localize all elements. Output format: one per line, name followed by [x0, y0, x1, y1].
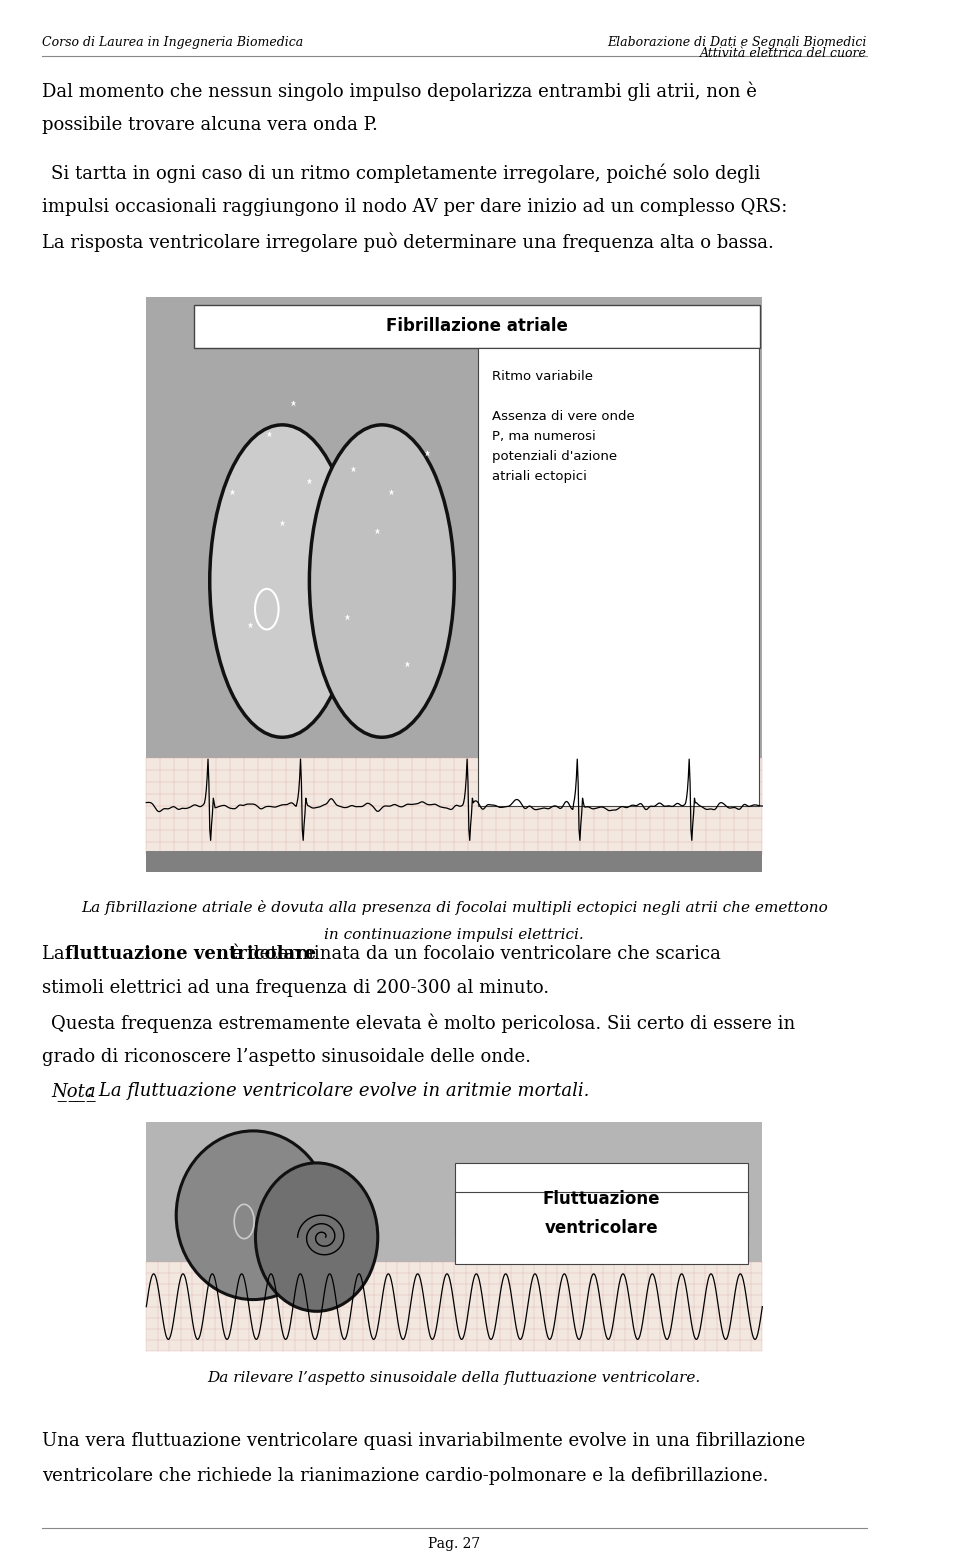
Text: in continuazione impulsi elettrici.: in continuazione impulsi elettrici.: [324, 928, 585, 942]
Text: grado di riconoscere l’aspetto sinusoidale delle onde.: grado di riconoscere l’aspetto sinusoida…: [42, 1048, 531, 1067]
Text: N̲o̲t̲a̲: N̲o̲t̲a̲: [51, 1082, 96, 1101]
Text: è determinata da un focolaio ventricolare che scarica: è determinata da un focolaio ventricolar…: [226, 945, 721, 964]
Text: Questa frequenza estremamente elevata è molto pericolosa. Sii certo di essere in: Questa frequenza estremamente elevata è …: [51, 1014, 796, 1032]
FancyBboxPatch shape: [194, 305, 759, 348]
Text: La risposta ventricolare irregolare può determinare una frequenza alta o bassa.: La risposta ventricolare irregolare può …: [42, 233, 774, 251]
Text: Pag. 27: Pag. 27: [428, 1537, 480, 1551]
FancyBboxPatch shape: [146, 1122, 762, 1351]
FancyBboxPatch shape: [146, 758, 762, 854]
Text: Si tartta in ogni caso di un ritmo completamente irregolare, poiché solo degli: Si tartta in ogni caso di un ritmo compl…: [51, 164, 760, 183]
Ellipse shape: [309, 425, 454, 737]
Text: Fluttuazione: Fluttuazione: [542, 1190, 660, 1207]
FancyBboxPatch shape: [146, 851, 762, 872]
FancyBboxPatch shape: [146, 297, 762, 851]
Text: Fibrillazione atriale: Fibrillazione atriale: [386, 317, 568, 336]
Ellipse shape: [255, 1162, 378, 1312]
FancyBboxPatch shape: [455, 1162, 748, 1234]
Text: Dal momento che nessun singolo impulso depolarizza entrambi gli atrii, non è: Dal momento che nessun singolo impulso d…: [42, 81, 757, 100]
Text: fluttuazione ventricolare: fluttuazione ventricolare: [64, 945, 316, 964]
Ellipse shape: [177, 1131, 330, 1300]
Text: Da rilevare l’aspetto sinusoidale della fluttuazione ventricolare.: Da rilevare l’aspetto sinusoidale della …: [207, 1371, 701, 1385]
Text: La fibrillazione atriale è dovuta alla presenza di focolai multipli ectopici neg: La fibrillazione atriale è dovuta alla p…: [81, 900, 828, 915]
Text: ventricolare che richiede la rianimazione cardio-polmonare e la defibrillazione.: ventricolare che richiede la rianimazion…: [42, 1467, 769, 1485]
Text: Corso di Laurea in Ingegneria Biomedica: Corso di Laurea in Ingegneria Biomedica: [42, 36, 303, 48]
Text: stimoli elettrici ad una frequenza di 200-300 al minuto.: stimoli elettrici ad una frequenza di 20…: [42, 979, 549, 998]
Text: Una vera fluttuazione ventricolare quasi invariabilmente evolve in una fibrillaz: Una vera fluttuazione ventricolare quasi…: [42, 1432, 805, 1451]
Ellipse shape: [209, 425, 354, 737]
Text: La: La: [42, 945, 70, 964]
Text: ventricolare: ventricolare: [544, 1218, 659, 1237]
FancyBboxPatch shape: [455, 1192, 748, 1264]
Text: impulsi occasionali raggiungono il nodo AV per dare inizio ad un complesso QRS:: impulsi occasionali raggiungono il nodo …: [42, 198, 787, 216]
Text: possibile trovare alcuna vera onda P.: possibile trovare alcuna vera onda P.: [42, 116, 378, 134]
Text: Attività elettrica del cuore: Attività elettrica del cuore: [700, 47, 867, 59]
FancyBboxPatch shape: [478, 348, 758, 806]
Text: Ritmo variabile

Assenza di vere onde
P, ma numerosi
potenziali d'azione
atriali: Ritmo variabile Assenza di vere onde P, …: [492, 370, 636, 483]
Text: : La fluttuazione ventricolare evolve in aritmie mortali.: : La fluttuazione ventricolare evolve in…: [87, 1082, 589, 1101]
Text: Elaborazione di Dati e Segnali Biomedici: Elaborazione di Dati e Segnali Biomedici: [607, 36, 867, 48]
FancyBboxPatch shape: [146, 1262, 762, 1351]
